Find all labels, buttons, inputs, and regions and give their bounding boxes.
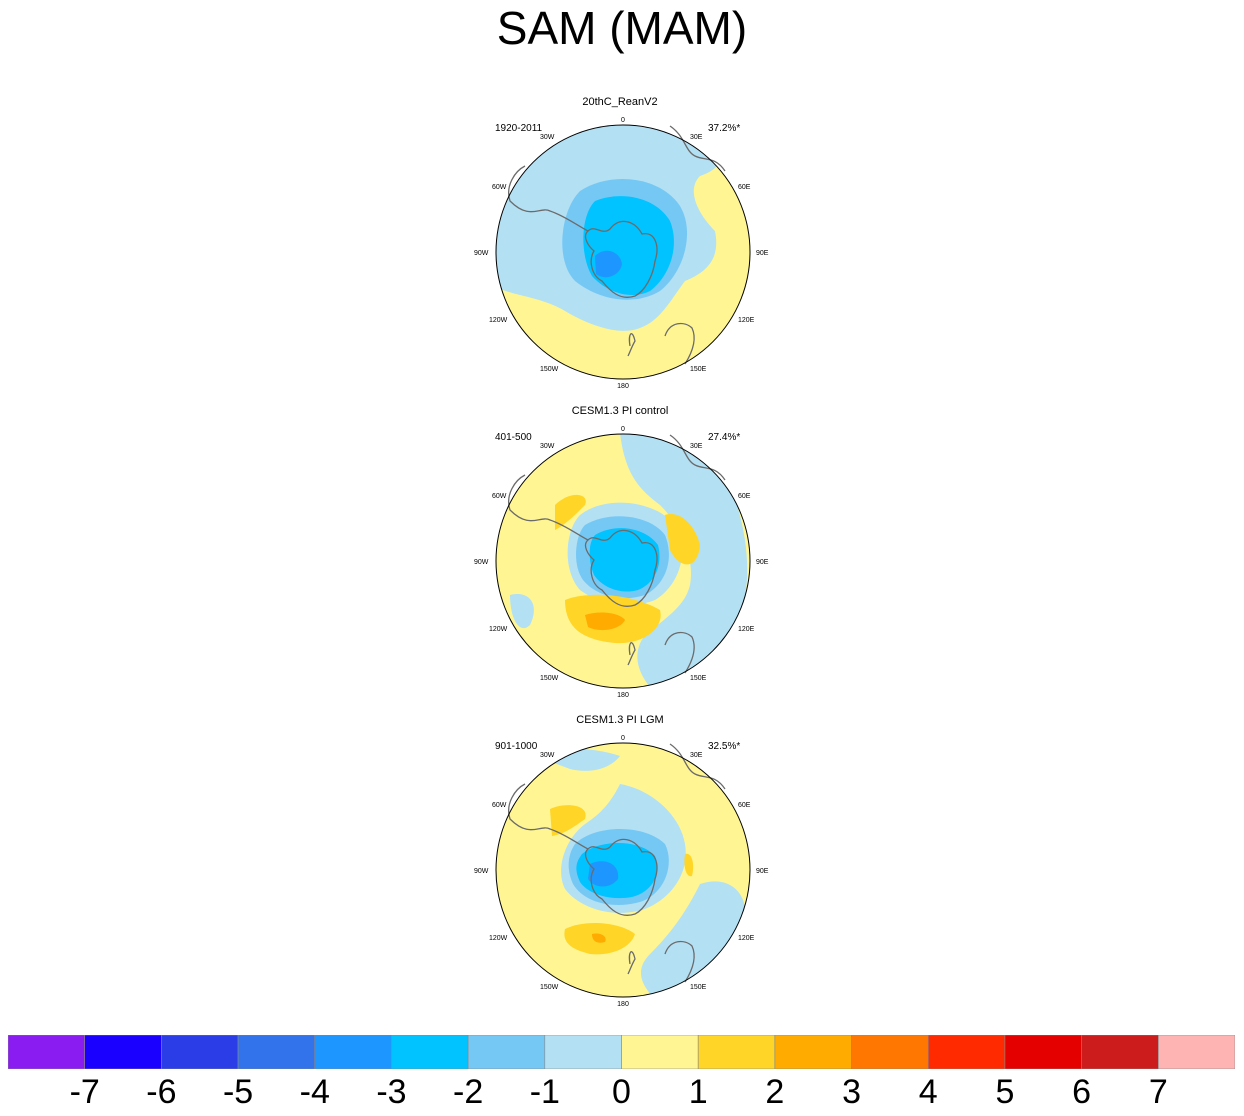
coastlines <box>508 743 726 983</box>
svg-text:150E: 150E <box>690 675 707 682</box>
map-panel-pi-lgm: CESM1.3 PI LGM 901-1000 32.5%* 0 3 <box>470 714 770 1014</box>
svg-text:90E: 90E <box>756 868 769 875</box>
svg-text:120E: 120E <box>738 935 755 942</box>
colorbar-swatch <box>8 1035 85 1069</box>
svg-text:90E: 90E <box>756 250 769 257</box>
svg-text:30E: 30E <box>690 134 703 141</box>
svg-text:150E: 150E <box>690 984 707 991</box>
colorbar-swatch <box>391 1035 469 1069</box>
svg-text:0: 0 <box>621 426 625 433</box>
colorbar-tick-label: -7 <box>69 1073 100 1111</box>
contour-fill-neg1-to-0 <box>620 434 748 687</box>
colorbar-swatch <box>237 1035 316 1069</box>
panel-title: CESM1.3 PI control <box>571 405 669 417</box>
colorbar-tick-label: -2 <box>453 1073 484 1111</box>
colorbar-swatch <box>1158 1035 1235 1069</box>
svg-text:60E: 60E <box>738 184 751 191</box>
svg-text:90W: 90W <box>474 250 489 257</box>
colorbar-swatch <box>314 1035 392 1069</box>
colorbar-labels: -7 -6 -5 -4 -3 -2 -1 0 1 2 3 4 5 6 7 <box>0 1072 1244 1116</box>
colorbar-swatch <box>851 1035 929 1069</box>
map-border <box>495 124 751 380</box>
svg-text:60W: 60W <box>492 493 507 500</box>
colorbar-tick-label: -3 <box>376 1073 407 1111</box>
colorbar-tick-label: -5 <box>222 1073 254 1111</box>
svg-text:60W: 60W <box>492 184 507 191</box>
contour-fill-neg4-to-neg3 <box>595 250 622 278</box>
colorbar-swatch <box>927 1035 1006 1069</box>
colorbar <box>8 1035 1235 1069</box>
colorbar-swatch <box>161 1035 239 1069</box>
panel-variance: 27.4%* <box>708 432 741 443</box>
longitude-labels: 0 30E 60E 90E 120E 150E 180 150W 120W 90… <box>474 117 769 390</box>
svg-text:150E: 150E <box>690 366 707 373</box>
colorbar-tick-label: 2 <box>765 1073 785 1111</box>
contour-fill-neg3-to-neg2 <box>583 196 674 296</box>
longitude-labels: 0 30E 60E 90E 120E 150E 180 150W 120W 90… <box>474 735 769 1008</box>
colorbar-swatch <box>84 1035 162 1069</box>
longitude-labels: 0 30E 60E 90E 120E 150E 180 150W 120W 90… <box>474 426 769 699</box>
colorbar-tick-label: 6 <box>1072 1073 1092 1111</box>
panel-title: 20thC_ReanV2 <box>582 96 658 108</box>
svg-text:30W: 30W <box>540 752 555 759</box>
svg-text:60E: 60E <box>738 802 751 809</box>
svg-text:120W: 120W <box>489 317 508 324</box>
colorbar-swatch <box>621 1035 699 1069</box>
colorbar-swatch <box>1004 1035 1082 1069</box>
panel-period: 1920-2011 <box>495 123 543 134</box>
colorbar-swatch <box>544 1035 622 1069</box>
colorbar-tick-label: -1 <box>529 1073 560 1111</box>
colorbar-tick-label: 7 <box>1148 1073 1168 1111</box>
colorbar-tick-label: 5 <box>995 1073 1015 1111</box>
polar-map: 0 30E 60E 90E 120E 150E 180 150W 120W 90… <box>474 735 769 1008</box>
svg-text:0: 0 <box>621 117 625 124</box>
svg-text:0: 0 <box>621 735 625 742</box>
colorbar-tick-label: -4 <box>299 1073 330 1111</box>
svg-text:30W: 30W <box>540 443 555 450</box>
coastlines <box>508 434 726 674</box>
svg-text:60E: 60E <box>738 493 751 500</box>
contour-fill-2-to-3 <box>585 612 625 631</box>
panel-variance: 37.2%* <box>708 123 741 134</box>
panel-period: 901-1000 <box>495 741 538 752</box>
svg-text:90W: 90W <box>474 868 489 875</box>
colorbar-swatch <box>774 1035 852 1069</box>
panel-variance: 32.5%* <box>708 741 741 752</box>
colorbar-tick-label: 3 <box>842 1073 862 1111</box>
svg-text:120E: 120E <box>738 317 755 324</box>
colorbar-tick-label: -6 <box>146 1073 177 1111</box>
svg-text:180: 180 <box>617 692 629 699</box>
svg-text:30E: 30E <box>690 752 703 759</box>
svg-text:150W: 150W <box>540 984 559 991</box>
polar-map: 0 30E 60E 90E 120E 150E 180 150W 120W 90… <box>474 117 769 390</box>
svg-text:90E: 90E <box>756 559 769 566</box>
svg-text:30W: 30W <box>540 134 555 141</box>
colorbar-swatch <box>1081 1035 1159 1069</box>
colorbar-swatch <box>697 1035 776 1069</box>
colorbar-tick-label: 1 <box>688 1073 708 1111</box>
panel-title: CESM1.3 PI LGM <box>576 714 664 726</box>
svg-text:120E: 120E <box>738 626 755 633</box>
svg-text:120W: 120W <box>489 626 508 633</box>
svg-text:120W: 120W <box>489 935 508 942</box>
svg-text:30E: 30E <box>690 443 703 450</box>
svg-text:150W: 150W <box>540 366 559 373</box>
contour-fill-2-to-3 <box>592 933 606 943</box>
svg-text:150W: 150W <box>540 675 559 682</box>
map-panel-reanalysis: 20thC_ReanV2 1920-2011 37.2%* 0 30E 60E … <box>470 96 770 396</box>
figure-title: SAM (MAM) <box>496 2 748 54</box>
colorbar-tick-label: 0 <box>612 1073 631 1111</box>
polar-map: 0 30E 60E 90E 120E 150E 180 150W 120W 90… <box>474 426 769 699</box>
map-border <box>495 433 751 689</box>
colorbar-swatch <box>467 1035 546 1069</box>
svg-text:60W: 60W <box>492 802 507 809</box>
map-panel-pi-control: CESM1.3 PI control 401-500 27.4%* 0 30E <box>470 405 770 705</box>
svg-text:180: 180 <box>617 383 629 390</box>
colorbar-tick-label: 4 <box>918 1073 938 1111</box>
svg-text:90W: 90W <box>474 559 489 566</box>
panel-period: 401-500 <box>495 432 532 443</box>
map-border <box>495 742 751 998</box>
coastlines <box>508 125 726 365</box>
svg-text:180: 180 <box>617 1001 629 1008</box>
